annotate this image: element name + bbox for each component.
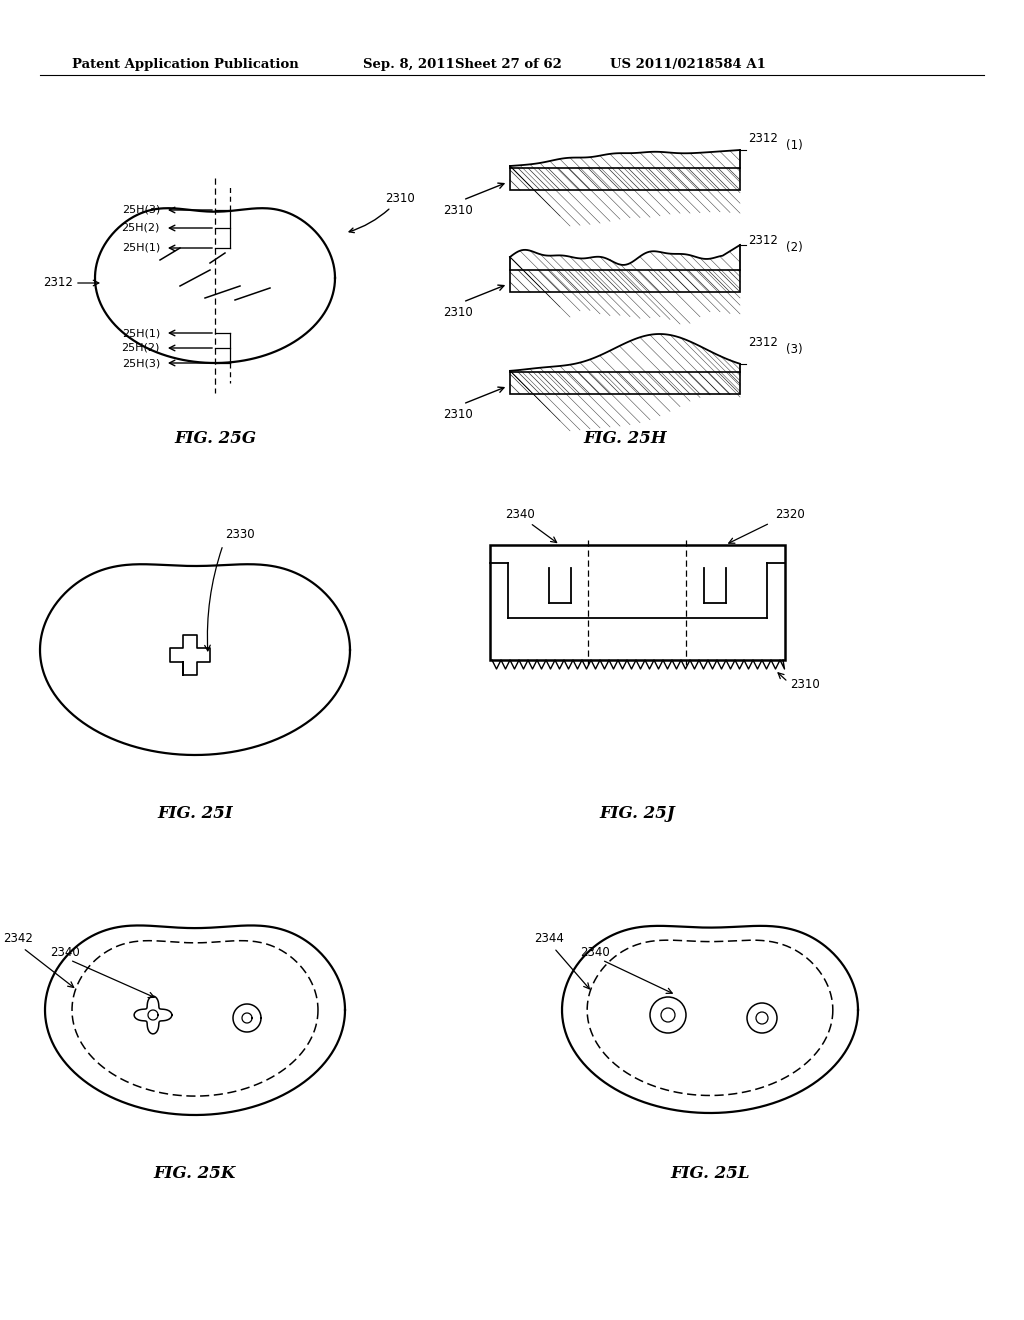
- Text: 2312: 2312: [43, 276, 73, 289]
- Text: (2): (2): [786, 242, 803, 255]
- Text: FIG. 25K: FIG. 25K: [154, 1166, 237, 1181]
- Text: 2330: 2330: [225, 528, 255, 541]
- Text: 2340: 2340: [50, 945, 80, 958]
- Text: 2310: 2310: [443, 205, 473, 216]
- Text: 25H(3): 25H(3): [122, 358, 160, 368]
- Text: 25H(2): 25H(2): [122, 223, 160, 234]
- Text: FIG. 25J: FIG. 25J: [599, 805, 675, 822]
- Text: FIG. 25I: FIG. 25I: [158, 805, 232, 822]
- Text: 25H(1): 25H(1): [122, 243, 160, 253]
- Text: 2310: 2310: [349, 191, 415, 232]
- Text: 2310: 2310: [443, 408, 473, 421]
- Text: 25H(1): 25H(1): [122, 327, 160, 338]
- Text: 2312: 2312: [748, 234, 778, 247]
- Text: (3): (3): [786, 343, 803, 356]
- Text: 2340: 2340: [580, 945, 609, 958]
- Text: 25H(3): 25H(3): [122, 205, 160, 215]
- Text: 2344: 2344: [534, 932, 564, 945]
- Text: FIG. 25G: FIG. 25G: [174, 430, 256, 447]
- Text: 25H(2): 25H(2): [122, 343, 160, 352]
- Text: 2310: 2310: [790, 678, 820, 692]
- Text: Patent Application Publication: Patent Application Publication: [72, 58, 299, 71]
- Text: Sep. 8, 2011: Sep. 8, 2011: [362, 58, 455, 71]
- Text: US 2011/0218584 A1: US 2011/0218584 A1: [610, 58, 766, 71]
- Bar: [510, 372, 740, 393]
- Text: 2312: 2312: [748, 132, 778, 144]
- Text: FIG. 25H: FIG. 25H: [584, 430, 667, 447]
- Text: FIG. 25L: FIG. 25L: [670, 1166, 750, 1181]
- Bar: [510, 168, 740, 190]
- Text: 2312: 2312: [748, 335, 778, 348]
- Text: 2340: 2340: [505, 508, 535, 521]
- Bar: [490, 545, 785, 660]
- Text: 2342: 2342: [3, 932, 33, 945]
- Text: 2310: 2310: [443, 306, 473, 319]
- Text: (1): (1): [786, 140, 803, 153]
- Bar: [510, 271, 740, 292]
- Text: Sheet 27 of 62: Sheet 27 of 62: [455, 58, 562, 71]
- Text: 2320: 2320: [775, 508, 805, 521]
